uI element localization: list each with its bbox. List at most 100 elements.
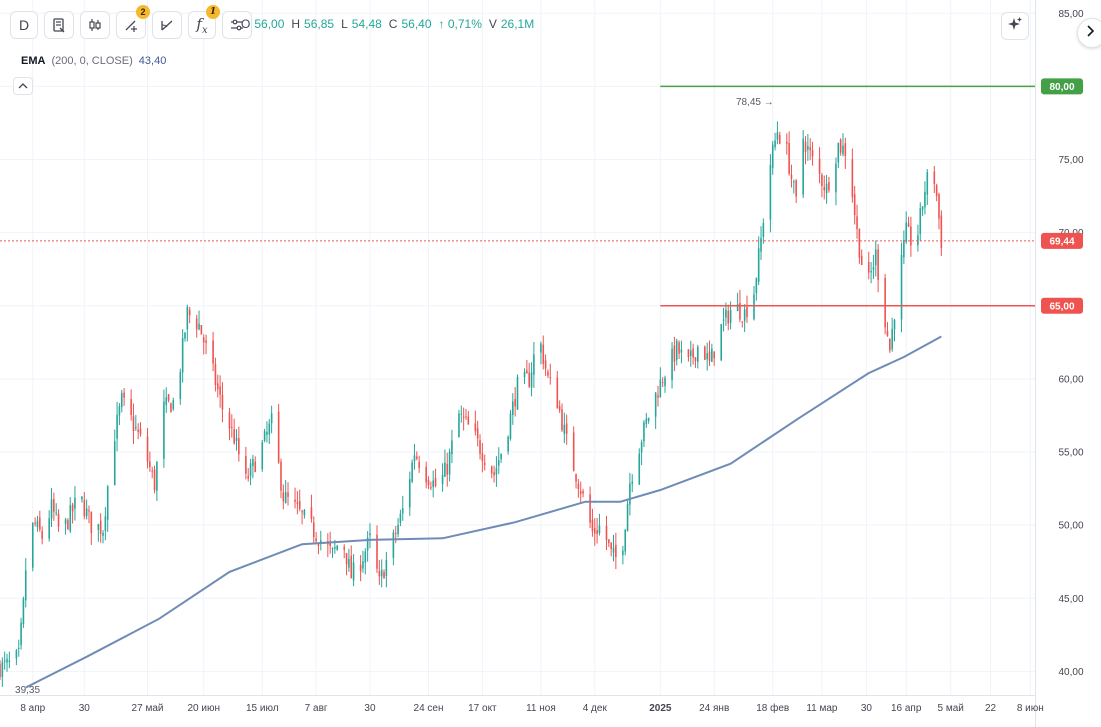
candle-body xyxy=(102,532,104,536)
x-tick-label: 30 xyxy=(364,703,376,714)
candle-body xyxy=(706,353,708,360)
candle-body xyxy=(451,440,453,455)
candle-body xyxy=(57,513,60,527)
candle-body xyxy=(629,483,631,505)
candle-body xyxy=(547,371,549,376)
change-value: ↑ 0,71% xyxy=(438,17,482,31)
ohlc-legend: O 56,00 H 56,85 L 54,48 C 56,40 ↑ 0,71% … xyxy=(241,17,537,31)
candle-body xyxy=(605,526,608,541)
candle-body xyxy=(593,527,596,534)
candle-body xyxy=(123,392,125,398)
candle-body xyxy=(523,371,526,378)
x-tick-label: 17 окт xyxy=(468,703,497,714)
candle-body xyxy=(577,483,580,490)
candle-body xyxy=(837,142,840,163)
candle-body xyxy=(664,377,666,387)
candle-body xyxy=(544,360,547,369)
candle-body xyxy=(268,423,271,435)
current-price-tag xyxy=(1041,232,1083,249)
candle-body xyxy=(198,323,200,330)
x-tick-label: 11 мар xyxy=(806,703,838,714)
resistance-price-tag xyxy=(1041,78,1083,95)
candle-body xyxy=(205,340,207,343)
candle-body xyxy=(556,377,559,409)
candle-body xyxy=(802,138,804,195)
ai-assistant-button[interactable] xyxy=(1001,12,1029,40)
candle-body xyxy=(172,400,175,410)
candle-body xyxy=(48,518,50,539)
drawings-button[interactable]: 2 xyxy=(116,5,150,39)
candle-body xyxy=(83,500,86,517)
candle-body xyxy=(214,364,217,385)
candle-body xyxy=(22,598,25,624)
candle-body xyxy=(350,555,353,579)
candle-body xyxy=(97,524,100,530)
candle-body xyxy=(20,622,22,646)
close-value: 56,40 xyxy=(401,17,432,31)
low-key: L xyxy=(341,17,348,31)
candle-body xyxy=(444,462,446,477)
candle-body xyxy=(675,340,678,361)
candle-body xyxy=(612,547,615,553)
candle-body xyxy=(739,302,741,320)
ema-legend[interactable]: EMA (200, 0, CLOSE) 43,40 xyxy=(21,55,166,67)
indicators-button[interactable]: fx 1 xyxy=(188,5,220,39)
x-tick-label: 20 июн xyxy=(187,703,220,714)
candle-body xyxy=(69,505,72,532)
settings-button[interactable] xyxy=(222,11,252,39)
candle-body xyxy=(99,520,102,534)
candle-body xyxy=(474,423,477,432)
candle-body xyxy=(184,332,186,339)
candle-body xyxy=(661,382,664,384)
line-plus-icon xyxy=(123,17,139,33)
candle-body xyxy=(195,318,198,330)
candles-button[interactable] xyxy=(80,11,110,39)
candle-body xyxy=(329,541,331,546)
x-tick-label: 24 сен xyxy=(414,703,444,714)
candle-body xyxy=(638,453,641,485)
candle-body xyxy=(149,461,151,468)
candle-body xyxy=(769,164,772,220)
candle-body xyxy=(643,422,645,442)
candle-body xyxy=(116,414,118,439)
candle-body xyxy=(448,451,451,475)
drawings-badge: 2 xyxy=(136,5,150,19)
y-tick-label: 85,00 xyxy=(1058,9,1083,20)
candle-body xyxy=(434,477,437,486)
candle-body xyxy=(202,337,205,343)
low-annotation: 39,35 xyxy=(15,685,40,696)
candle-body xyxy=(659,379,662,398)
candle-body xyxy=(266,431,268,435)
candle-body xyxy=(364,551,367,563)
candle-body xyxy=(167,394,170,401)
candle-body xyxy=(479,440,481,454)
y-tick-label: 45,00 xyxy=(1058,594,1083,605)
candle-body xyxy=(369,533,371,536)
expand-panel-button[interactable] xyxy=(1077,18,1101,48)
candle-body xyxy=(678,342,680,354)
candle-body xyxy=(462,416,465,418)
candle-body xyxy=(247,475,250,479)
candle-body xyxy=(891,328,893,350)
candle-body xyxy=(903,240,905,258)
candle-body xyxy=(254,461,257,472)
candle-body xyxy=(296,502,299,504)
collapse-legend-button[interactable] xyxy=(13,77,33,95)
candle-body xyxy=(704,346,706,360)
candle-body xyxy=(811,150,814,157)
candle-body xyxy=(74,497,76,509)
candle-body xyxy=(746,307,748,318)
candle-body xyxy=(228,412,231,429)
candle-body xyxy=(910,226,912,246)
candle-body xyxy=(720,324,723,361)
candle-body xyxy=(741,321,744,323)
candle-body xyxy=(500,453,502,460)
bar-style-button[interactable] xyxy=(44,11,74,39)
y-tick-label: 40,00 xyxy=(1058,667,1083,678)
candle-body xyxy=(41,531,43,539)
candle-body xyxy=(408,479,411,508)
volume-key: V xyxy=(488,17,497,31)
interval-button[interactable]: D xyxy=(10,11,38,39)
measure-button[interactable] xyxy=(152,11,182,39)
